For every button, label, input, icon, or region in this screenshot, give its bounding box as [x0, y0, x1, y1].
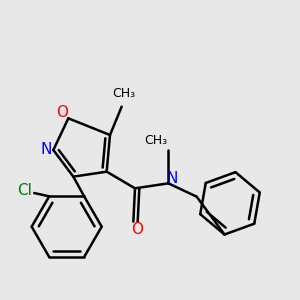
Text: CH₃: CH₃	[144, 134, 167, 147]
Text: Cl: Cl	[17, 183, 32, 198]
Text: O: O	[131, 221, 143, 236]
Text: O: O	[56, 105, 68, 120]
Text: N: N	[40, 142, 52, 158]
Text: N: N	[167, 171, 178, 186]
Text: CH₃: CH₃	[112, 87, 135, 100]
